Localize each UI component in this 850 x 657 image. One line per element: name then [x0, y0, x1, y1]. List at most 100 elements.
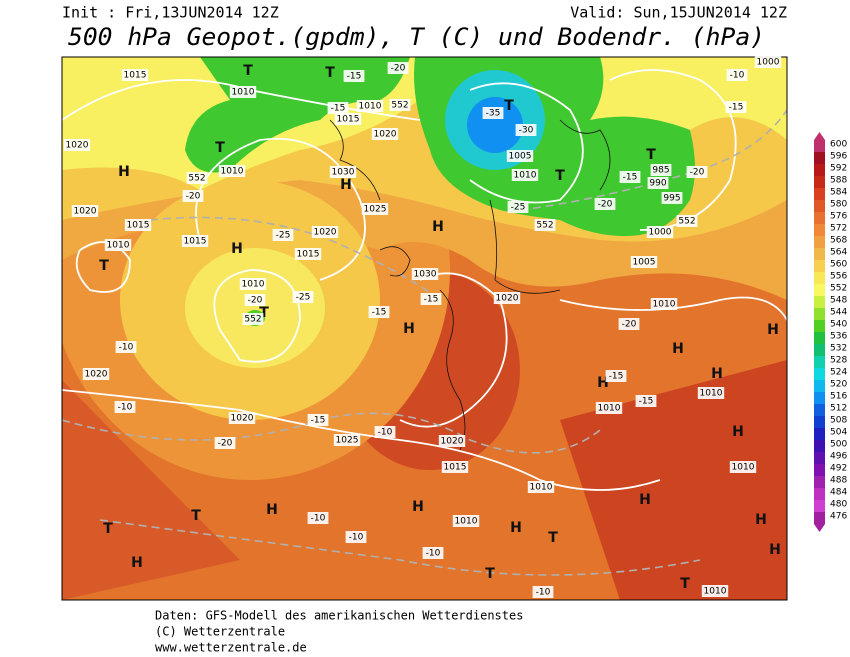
pressure-center: H — [755, 512, 767, 528]
map-value-label: 1020 — [66, 141, 89, 151]
map-value-label: -15 — [311, 416, 326, 426]
label-box — [726, 69, 748, 81]
colorbar-label: 600 — [830, 140, 847, 150]
footer-line: www.wetterzentrale.de — [155, 641, 307, 655]
label-box — [515, 124, 537, 136]
map-value-label: 1010 — [107, 241, 130, 251]
colorbar-label: 504 — [830, 428, 847, 438]
label-box — [229, 86, 257, 98]
pressure-center: T — [215, 140, 225, 156]
map-value-label: -15 — [372, 308, 387, 318]
colorbar-swatch — [814, 476, 825, 488]
map-value-label: 1010 — [530, 483, 553, 493]
map-value-label: 552 — [536, 221, 553, 231]
map-value-label: -10 — [536, 588, 551, 598]
colorbar-label: 592 — [830, 164, 847, 174]
map-value-label: -10 — [730, 71, 745, 81]
map-value-label: 1010 — [704, 587, 727, 597]
map-value-label: 1005 — [633, 258, 656, 268]
label-box — [676, 215, 698, 227]
colorbar-swatch — [814, 500, 825, 512]
map-value-label: 552 — [244, 315, 261, 325]
colorbar-label: 584 — [830, 188, 847, 198]
label-box — [374, 426, 396, 438]
pressure-center: H — [639, 492, 651, 508]
map — [62, 57, 787, 600]
map-value-label: 552 — [391, 101, 408, 111]
map-value-label: -15 — [609, 372, 624, 382]
pressure-center: H — [672, 341, 684, 357]
map-value-label: -20 — [622, 320, 637, 330]
label-box — [594, 198, 616, 210]
label-box — [368, 306, 390, 318]
label-box — [115, 341, 137, 353]
map-value-label: 990 — [649, 179, 666, 189]
colorbar-swatch — [814, 356, 825, 368]
map-value-label: 1015 — [444, 463, 467, 473]
map-value-label: 552 — [188, 174, 205, 184]
map-value-label: 1025 — [364, 205, 387, 215]
colorbar-label: 484 — [830, 488, 847, 498]
label-box — [214, 437, 236, 449]
label-box — [361, 203, 389, 215]
pressure-center: H — [711, 366, 723, 382]
map-value-label: -20 — [248, 296, 263, 306]
colorbar-label: 552 — [830, 284, 847, 294]
map-value-label: 1030 — [414, 270, 437, 280]
colorbar-label: 488 — [830, 476, 847, 486]
label-box — [333, 434, 361, 446]
label-box — [182, 190, 204, 202]
map-value-label: 1020 — [496, 294, 519, 304]
map-value-label: 1010 — [598, 404, 621, 414]
label-box — [82, 368, 110, 380]
pressure-center: H — [266, 502, 278, 518]
colorbar-label: 496 — [830, 452, 847, 462]
label-box — [647, 177, 669, 189]
colorbar-swatch — [814, 176, 825, 188]
label-box — [121, 69, 149, 81]
colorbar-swatch — [814, 392, 825, 404]
colorbar-swatch — [814, 152, 825, 164]
label-box — [595, 402, 623, 414]
label-box — [389, 99, 411, 111]
map-value-label: -10 — [378, 428, 393, 438]
map-value-label: 1020 — [231, 414, 254, 424]
label-box — [311, 226, 339, 238]
map-value-label: 1010 — [653, 300, 676, 310]
colorbar-swatch — [814, 512, 825, 524]
label-box — [244, 294, 266, 306]
map-value-label: -20 — [391, 64, 406, 74]
map-value-label: -10 — [118, 403, 133, 413]
colorbar-swatch — [814, 428, 825, 440]
colorbar-label: 560 — [830, 260, 847, 270]
map-value-label: -15 — [729, 103, 744, 113]
map-frame — [61, 56, 788, 601]
label-box — [661, 192, 683, 204]
colorbar-label: 580 — [830, 200, 847, 210]
label-box — [239, 278, 267, 290]
label-box — [511, 169, 539, 181]
colorbar-swatch — [814, 404, 825, 416]
label-box — [181, 235, 209, 247]
map-value-label: -10 — [311, 514, 326, 524]
map-value-label: 1010 — [514, 171, 537, 181]
label-box — [697, 387, 725, 399]
label-box — [650, 298, 678, 310]
colorbar-label: 528 — [830, 356, 847, 366]
label-box — [307, 414, 329, 426]
colorbar-cap — [814, 524, 825, 532]
colorbar-label: 500 — [830, 440, 847, 450]
map-value-label: -20 — [690, 168, 705, 178]
colorbar-label: 588 — [830, 176, 847, 186]
map-value-label: 1010 — [732, 463, 755, 473]
map-value-label: 1010 — [221, 167, 244, 177]
label-box — [534, 219, 556, 231]
label-box — [387, 62, 409, 74]
label-box — [371, 128, 399, 140]
pressure-center: H — [131, 555, 143, 571]
colorbar-label: 512 — [830, 404, 847, 414]
label-box — [114, 401, 136, 413]
colorbar-label: 596 — [830, 152, 847, 162]
colorbar-swatch — [814, 368, 825, 380]
map-value-label: 985 — [652, 166, 669, 176]
